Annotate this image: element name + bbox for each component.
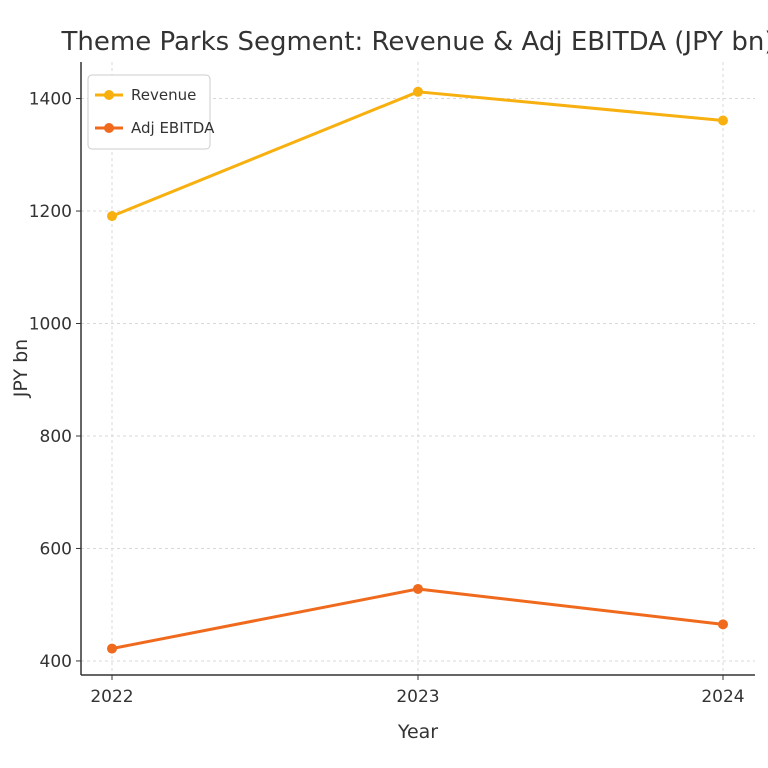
data-point bbox=[107, 643, 117, 654]
data-point bbox=[718, 619, 728, 630]
legend-item: Adj EBITDA bbox=[95, 119, 215, 137]
series-revenue bbox=[107, 86, 728, 222]
y-tick-label: 1400 bbox=[29, 90, 72, 110]
data-point bbox=[718, 115, 728, 126]
x-tick-label: 2024 bbox=[701, 687, 744, 707]
x-tick-label: 2023 bbox=[396, 687, 439, 707]
grid bbox=[81, 62, 755, 675]
legend-swatch-marker bbox=[104, 90, 114, 100]
y-axis-ticks: 400 600 800 1000 1200 1400 bbox=[29, 90, 81, 672]
y-tick-label: 600 bbox=[40, 539, 72, 559]
data-point bbox=[413, 583, 423, 594]
legend-label: Adj EBITDA bbox=[131, 119, 215, 137]
y-tick-label: 1200 bbox=[29, 202, 72, 222]
legend-label: Revenue bbox=[131, 86, 196, 104]
series-group bbox=[107, 86, 728, 654]
y-tick-label: 400 bbox=[40, 652, 72, 672]
legend: Revenue Adj EBITDA bbox=[87, 74, 215, 150]
data-point bbox=[107, 211, 117, 222]
y-tick-label: 1000 bbox=[29, 315, 72, 335]
legend-swatch-marker bbox=[104, 123, 114, 133]
data-point bbox=[413, 86, 423, 97]
y-axis-label: JPY bn bbox=[10, 339, 32, 398]
x-tick-label: 2022 bbox=[90, 687, 133, 707]
y-tick-label: 800 bbox=[40, 427, 72, 447]
x-axis-ticks: 2022 2023 2024 bbox=[90, 675, 745, 707]
x-axis-label: Year bbox=[397, 721, 438, 743]
chart-title: Theme Parks Segment: Revenue & Adj EBITD… bbox=[61, 27, 768, 57]
series-adj-ebitda bbox=[107, 583, 728, 654]
legend-item: Revenue bbox=[95, 86, 196, 104]
